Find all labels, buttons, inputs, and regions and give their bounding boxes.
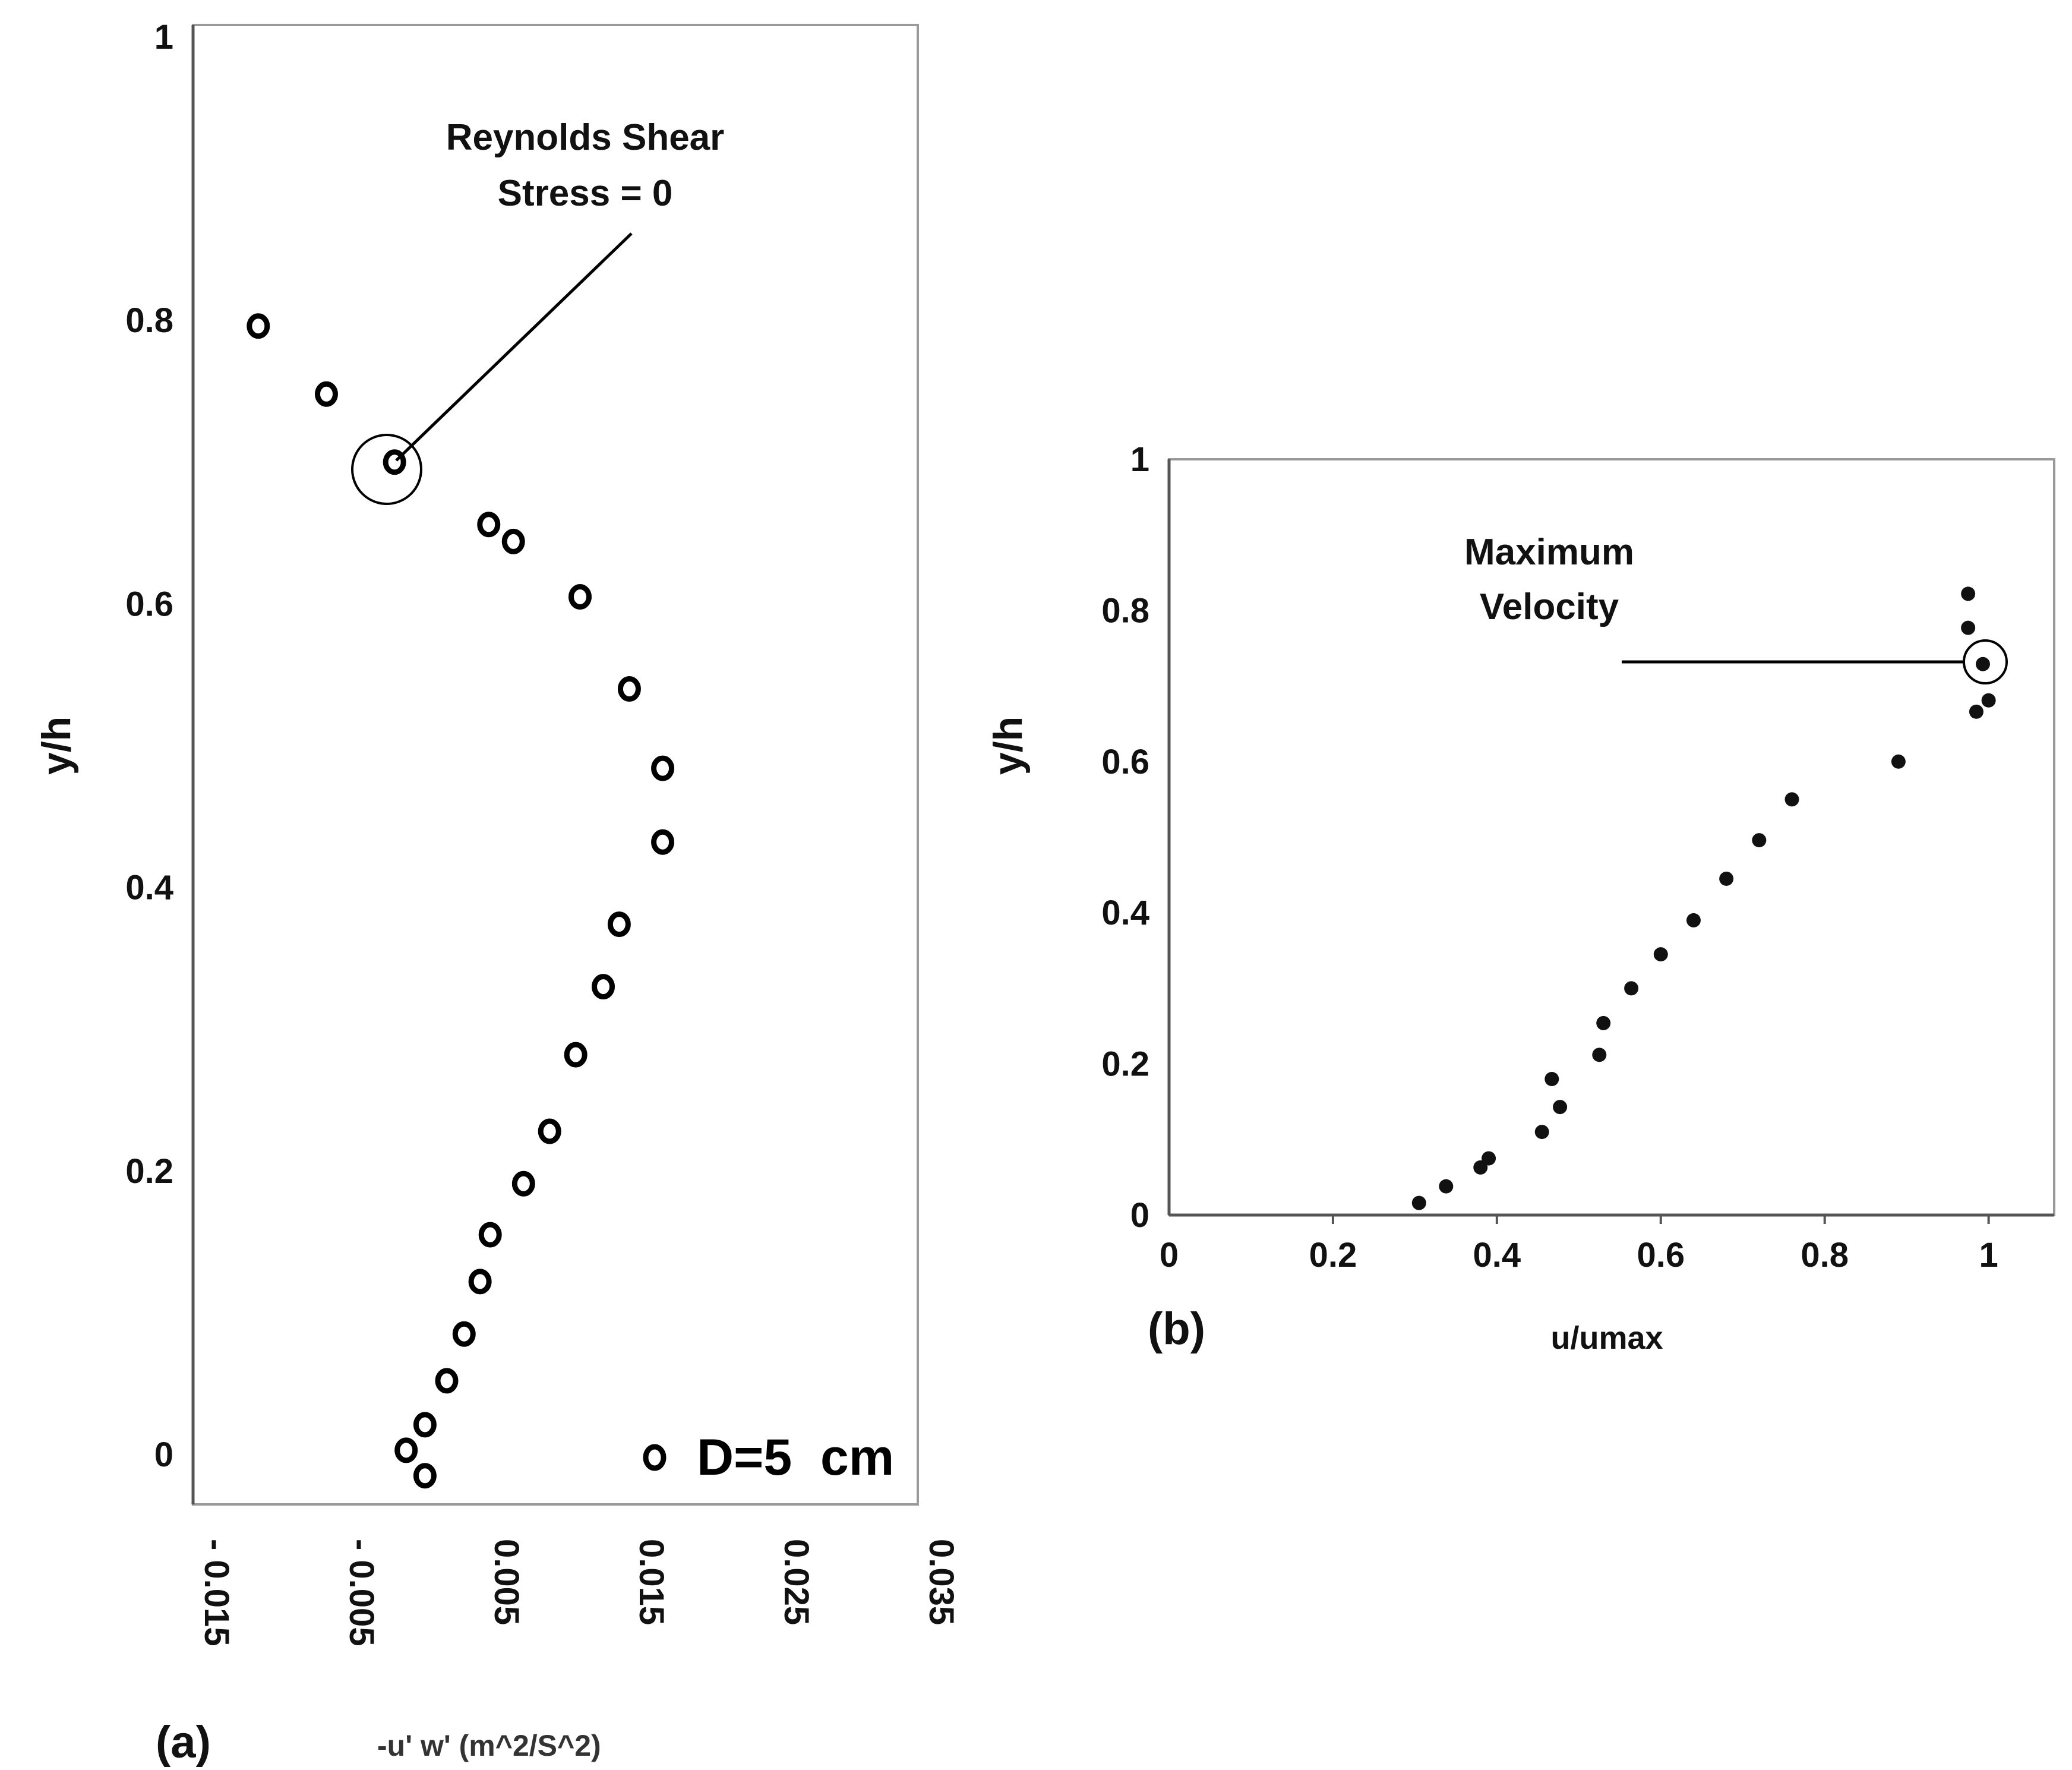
y-tick-label-b: 0 <box>1130 1196 1149 1235</box>
data-point-b <box>1653 947 1668 962</box>
data-point-a <box>394 1437 418 1463</box>
data-point-a <box>607 911 631 938</box>
panel-b: 0 0.2 0.4 0.6 0.8 1 0 0.2 0.4 0.6 0.8 1 Maximum Ve… <box>986 440 2055 1356</box>
x-tick-label-b: 0.6 <box>1637 1236 1685 1274</box>
data-point-b <box>1784 792 1799 807</box>
y-tick-label-a: 0 <box>154 1435 173 1474</box>
data-points-a <box>247 313 675 1489</box>
x-tick-label-b: 0.4 <box>1473 1236 1521 1274</box>
data-point-a <box>452 1321 476 1347</box>
annotation-b-line2: Velocity <box>1480 586 1619 627</box>
data-point-a <box>413 1412 437 1438</box>
y-tick-label-a: 0.6 <box>125 585 173 623</box>
legend-marker-open-circle <box>643 1444 667 1471</box>
annotation-b-line1: Maximum <box>1464 532 1634 573</box>
data-point-a <box>478 1222 502 1248</box>
data-point-b <box>1473 1160 1488 1175</box>
y-tick-label-b: 0.6 <box>1101 743 1149 781</box>
data-point-b <box>1752 833 1767 848</box>
legend-label-a: D=5 cm <box>697 1429 894 1486</box>
data-point-a <box>247 313 270 339</box>
x-axis-title-a: -u' w' (m^2/S^2) <box>377 1729 601 1762</box>
data-point-b <box>1439 1179 1454 1194</box>
data-point-b <box>1624 981 1639 996</box>
data-point-a <box>592 974 615 1000</box>
data-point-b <box>1961 620 1976 635</box>
highlight-circle-a <box>351 434 422 505</box>
y-tick-label-a: 0.8 <box>125 301 173 340</box>
data-point-a <box>413 1463 437 1489</box>
y-ticks-b: 0 0.2 0.4 0.6 0.8 1 <box>1101 440 1149 1235</box>
y-tick-label-a: 0.2 <box>125 1152 173 1191</box>
annotation-a-line2: Stress = 0 <box>498 173 673 214</box>
x-tick-label-b: 0.2 <box>1309 1236 1357 1274</box>
data-point-a <box>314 381 338 407</box>
data-point-a <box>617 676 641 702</box>
x-axis-title-b: u/umax <box>1550 1320 1663 1356</box>
data-point-b <box>1961 586 1976 601</box>
y-ticks-a: 0 0.2 0.4 0.6 0.8 1 <box>125 18 173 1474</box>
data-point-b <box>1534 1125 1549 1140</box>
y-axis-title-b: y/h <box>986 717 1031 775</box>
data-point-a <box>477 512 501 538</box>
panel-label-a: (a) <box>156 1717 211 1768</box>
y-tick-label-b: 0.8 <box>1101 591 1149 630</box>
data-point-b <box>1981 693 1996 708</box>
data-point-a <box>501 528 525 554</box>
x-tick-label-a: 0.005 <box>487 1539 526 1625</box>
data-point-b <box>1975 657 1990 671</box>
data-point-b <box>1891 754 1906 769</box>
panel-a: 0 0.2 0.4 0.6 0.8 1 - 0.015 - 0.005 0.005 0.015 0… <box>34 18 961 1768</box>
data-point-a <box>651 755 675 781</box>
x-tick-label-a: 0.035 <box>922 1539 961 1625</box>
x-tick-label-b: 0 <box>1160 1236 1179 1274</box>
y-axis-title-a: y/h <box>34 717 79 775</box>
data-point-a <box>435 1368 459 1394</box>
plot-area-a <box>192 24 919 1506</box>
y-tick-label-b: 0.2 <box>1101 1045 1149 1084</box>
annotation-a-line1: Reynolds Shear <box>446 117 725 158</box>
x-tick-label-b: 1 <box>1979 1236 1998 1274</box>
data-point-a <box>564 1042 588 1068</box>
data-points-b <box>1411 586 1996 1210</box>
data-point-a <box>651 829 675 855</box>
annotation-leader-a <box>395 232 633 462</box>
data-point-b <box>1592 1048 1607 1062</box>
y-tick-label-a: 1 <box>154 18 173 56</box>
x-tick-label-a: 0.015 <box>632 1539 671 1625</box>
data-point-a <box>511 1170 535 1197</box>
data-point-a <box>538 1118 561 1144</box>
data-point-a <box>568 583 592 610</box>
data-point-b <box>1482 1151 1496 1166</box>
data-point-b <box>1969 704 1983 719</box>
data-point-a <box>468 1269 492 1295</box>
x-ticks-a: - 0.015 - 0.005 0.005 0.015 0.025 0.035 <box>197 1539 961 1646</box>
panel-label-b: (b) <box>1148 1304 1205 1354</box>
x-tick-label-a: - 0.005 <box>342 1539 381 1646</box>
data-point-b <box>1596 1015 1611 1030</box>
data-point-b <box>1686 913 1701 927</box>
legend-a: D=5 cm <box>643 1429 894 1486</box>
data-point-b <box>1553 1100 1568 1115</box>
y-tick-label-b: 0.4 <box>1101 894 1149 932</box>
data-point-b <box>1544 1072 1559 1087</box>
x-tick-label-b: 0.8 <box>1801 1236 1849 1274</box>
x-tick-label-a: 0.025 <box>777 1539 816 1625</box>
x-tick-label-a: - 0.015 <box>197 1539 236 1646</box>
y-tick-label-b: 1 <box>1130 440 1149 479</box>
x-ticks-b: 0 0.2 0.4 0.6 0.8 1 <box>1160 1215 1998 1274</box>
y-tick-label-a: 0.4 <box>125 869 173 907</box>
data-point-b <box>1719 871 1734 886</box>
data-point-b <box>1411 1195 1426 1210</box>
